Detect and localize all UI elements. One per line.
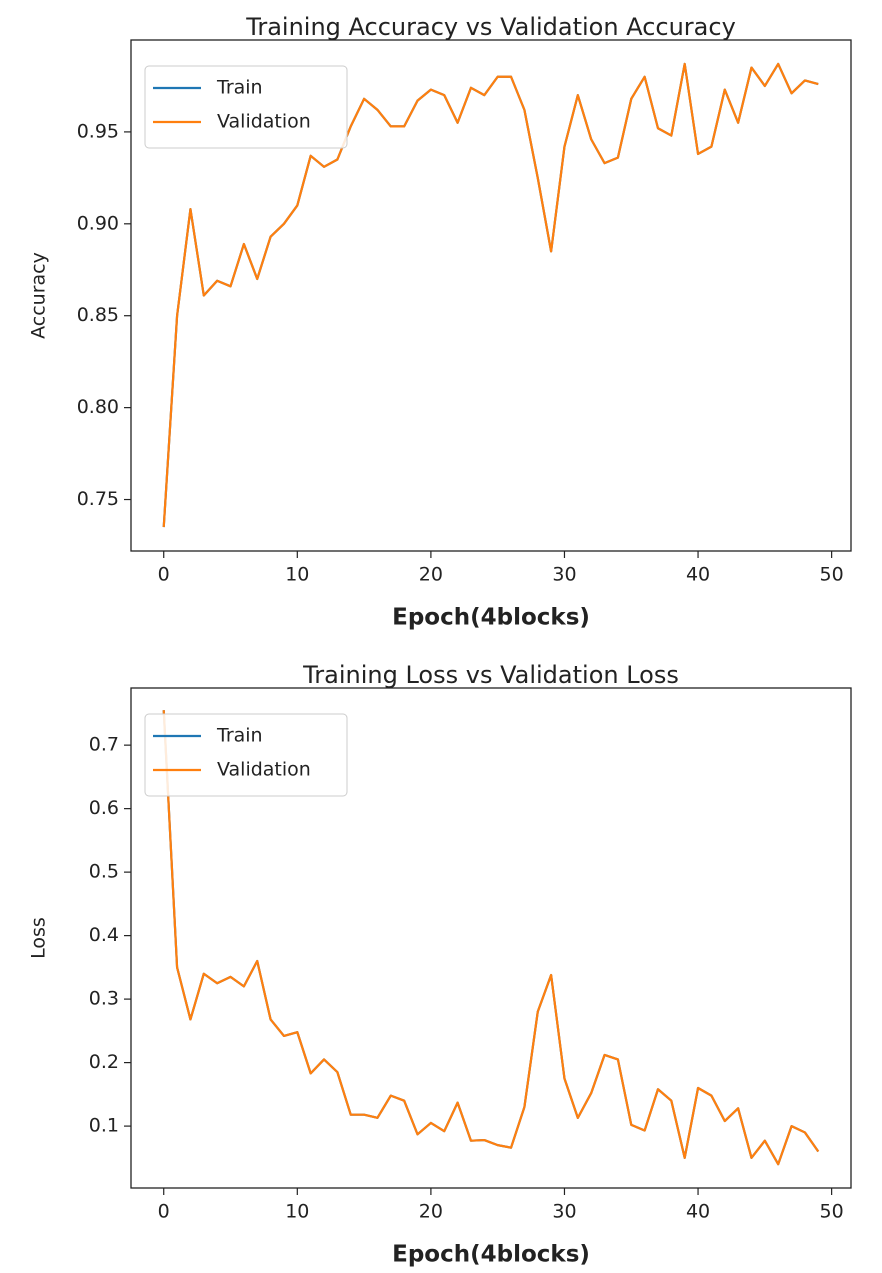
y-tick-label: 0.4 — [89, 924, 119, 946]
y-axis-label: Accuracy — [28, 252, 50, 339]
chart-panel: Training Accuracy vs Validation Accuracy… — [28, 13, 852, 631]
legend: Train Validation — [144, 65, 348, 149]
y-tick-label: 0.90 — [77, 212, 119, 234]
y-tick-label: 0.2 — [89, 1051, 119, 1073]
y-tick-label: 0.75 — [77, 488, 119, 510]
legend-label: Validation — [217, 759, 311, 781]
x-axis-label: Epoch(4blocks) — [392, 1242, 590, 1268]
series-line — [162, 710, 820, 1166]
y-tick-label: 0.5 — [89, 861, 119, 883]
y-axis-label: Loss — [28, 917, 50, 959]
axes-frame — [130, 39, 852, 552]
y-tick-label: 0.7 — [89, 734, 119, 756]
chart-title: Training Loss vs Validation Loss — [302, 661, 679, 689]
series-line — [162, 62, 819, 528]
legend-box — [144, 65, 348, 149]
x-tick-label: 50 — [820, 1201, 844, 1223]
x-tick-label: 30 — [552, 1201, 576, 1223]
x-tick-label: 40 — [686, 1201, 710, 1223]
chart-panel: Training Loss vs Validation Loss Epoch(4b… — [28, 661, 852, 1268]
x-tick-label: 0 — [158, 1201, 170, 1223]
x-tick-label: 0 — [158, 564, 170, 586]
y-tick-label: 0.85 — [77, 304, 119, 326]
x-tick-label: 50 — [820, 564, 844, 586]
y-tick-label: 0.3 — [89, 988, 119, 1010]
legend-label: Train — [216, 77, 263, 99]
chart-title: Training Accuracy vs Validation Accuracy — [245, 13, 736, 41]
y-tick-label: 0.6 — [89, 797, 119, 819]
legend-label: Train — [216, 725, 263, 747]
legend-label: Validation — [217, 111, 311, 133]
x-tick-label: 10 — [285, 1201, 309, 1223]
y-tick-label: 0.1 — [89, 1115, 119, 1137]
legend: Train Validation — [144, 713, 348, 797]
y-tick-label: 0.80 — [77, 396, 119, 418]
x-tick-label: 20 — [419, 564, 443, 586]
axes-frame — [130, 687, 852, 1189]
x-tick-label: 20 — [419, 1201, 443, 1223]
x-axis-label: Epoch(4blocks) — [392, 605, 590, 631]
legend-box — [144, 713, 348, 797]
y-tick-label: 0.95 — [77, 120, 119, 142]
x-tick-label: 30 — [552, 564, 576, 586]
x-tick-label: 40 — [686, 564, 710, 586]
x-tick-label: 10 — [285, 564, 309, 586]
